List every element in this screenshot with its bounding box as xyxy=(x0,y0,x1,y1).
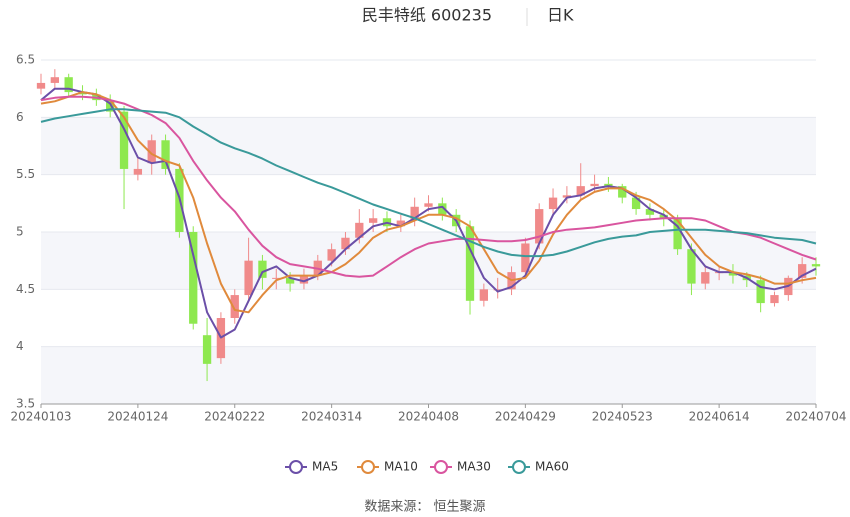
source-note: 数据来源： 恒生聚源 xyxy=(364,500,485,515)
legend-label: MA5 xyxy=(312,460,338,474)
legend-item: MA60 xyxy=(508,460,569,474)
ma-line xyxy=(40,108,817,258)
candle-body xyxy=(327,249,336,261)
candle-body xyxy=(687,249,696,284)
candle-body xyxy=(798,264,807,278)
x-tick-label: 20240408 xyxy=(398,410,459,424)
candle-body xyxy=(535,209,544,244)
ma-line xyxy=(40,87,817,339)
candle-body xyxy=(244,260,253,296)
candle-body xyxy=(64,77,73,93)
y-tick-label: 4 xyxy=(16,339,24,353)
chart-subtitle: 日K xyxy=(547,6,574,25)
candle-body xyxy=(396,220,405,227)
candle-body xyxy=(576,186,585,196)
y-tick-label: 5 xyxy=(16,225,24,239)
candle-body xyxy=(728,272,738,276)
candle-body xyxy=(770,295,779,304)
candle-body xyxy=(465,226,475,301)
y-tick-label: 6 xyxy=(16,110,24,124)
candle-body xyxy=(604,183,613,187)
x-tick-label: 20240614 xyxy=(689,410,750,424)
candle-body xyxy=(230,295,239,318)
candle-body xyxy=(410,206,419,221)
candle-body xyxy=(147,140,156,164)
candle-body xyxy=(272,277,281,279)
legend-marker xyxy=(434,460,448,474)
x-tick-label: 20240429 xyxy=(495,410,556,424)
candle-body xyxy=(548,197,558,210)
candle-body xyxy=(285,277,295,284)
candle-body xyxy=(133,168,143,175)
candle-body xyxy=(756,280,765,304)
y-tick-label: 3.5 xyxy=(16,397,35,411)
candle-body xyxy=(189,232,198,324)
x-tick-label: 20240222 xyxy=(204,410,265,424)
x-tick-label: 20240103 xyxy=(10,410,71,424)
grid-band xyxy=(41,117,816,175)
legend-marker xyxy=(361,460,375,474)
y-tick-label: 4.5 xyxy=(16,282,35,296)
candle-body xyxy=(119,111,129,169)
candle-body xyxy=(659,214,668,219)
candle-body xyxy=(78,92,87,95)
legend-label: MA60 xyxy=(535,460,569,474)
candle-body xyxy=(106,100,115,112)
candle-body xyxy=(701,272,710,284)
candle-body xyxy=(258,260,267,278)
legend-label: MA30 xyxy=(457,460,491,474)
candle-body xyxy=(479,289,489,301)
x-tick-label: 20240124 xyxy=(107,410,168,424)
candle-body xyxy=(36,82,46,89)
candle-body xyxy=(631,197,641,210)
candle-body xyxy=(161,140,170,169)
candle-body xyxy=(438,203,447,215)
candle-body xyxy=(645,209,655,215)
candle-body xyxy=(673,218,682,250)
candle-body xyxy=(424,203,433,207)
x-tick-label: 20240523 xyxy=(592,410,653,424)
candle-body xyxy=(299,275,309,284)
x-tick-label: 20240704 xyxy=(785,410,846,424)
legend-label: MA10 xyxy=(384,460,418,474)
y-tick-label: 6.5 xyxy=(16,53,35,67)
candle-body xyxy=(368,218,378,223)
candle-body xyxy=(202,335,212,364)
ma-line xyxy=(40,95,817,278)
legend-item: MA5 xyxy=(285,460,338,474)
candle-body xyxy=(562,195,572,198)
candle-body xyxy=(341,237,350,250)
legend-item: MA10 xyxy=(357,460,418,474)
chart-title: 民丰特纸 600235 xyxy=(362,6,492,25)
candle-body xyxy=(521,243,530,273)
legend-item: MA30 xyxy=(430,460,491,474)
candle-body xyxy=(590,183,599,187)
grid-band xyxy=(41,346,816,404)
legend-marker xyxy=(512,460,526,474)
legend-marker xyxy=(289,460,303,474)
y-tick-label: 5.5 xyxy=(16,167,35,181)
candle-body xyxy=(50,77,59,83)
candle-body xyxy=(811,264,821,267)
x-tick-label: 20240314 xyxy=(301,410,362,424)
candle-body xyxy=(493,289,502,291)
candle-body xyxy=(618,186,627,198)
candle-body xyxy=(355,222,364,238)
ma-line xyxy=(40,91,817,314)
